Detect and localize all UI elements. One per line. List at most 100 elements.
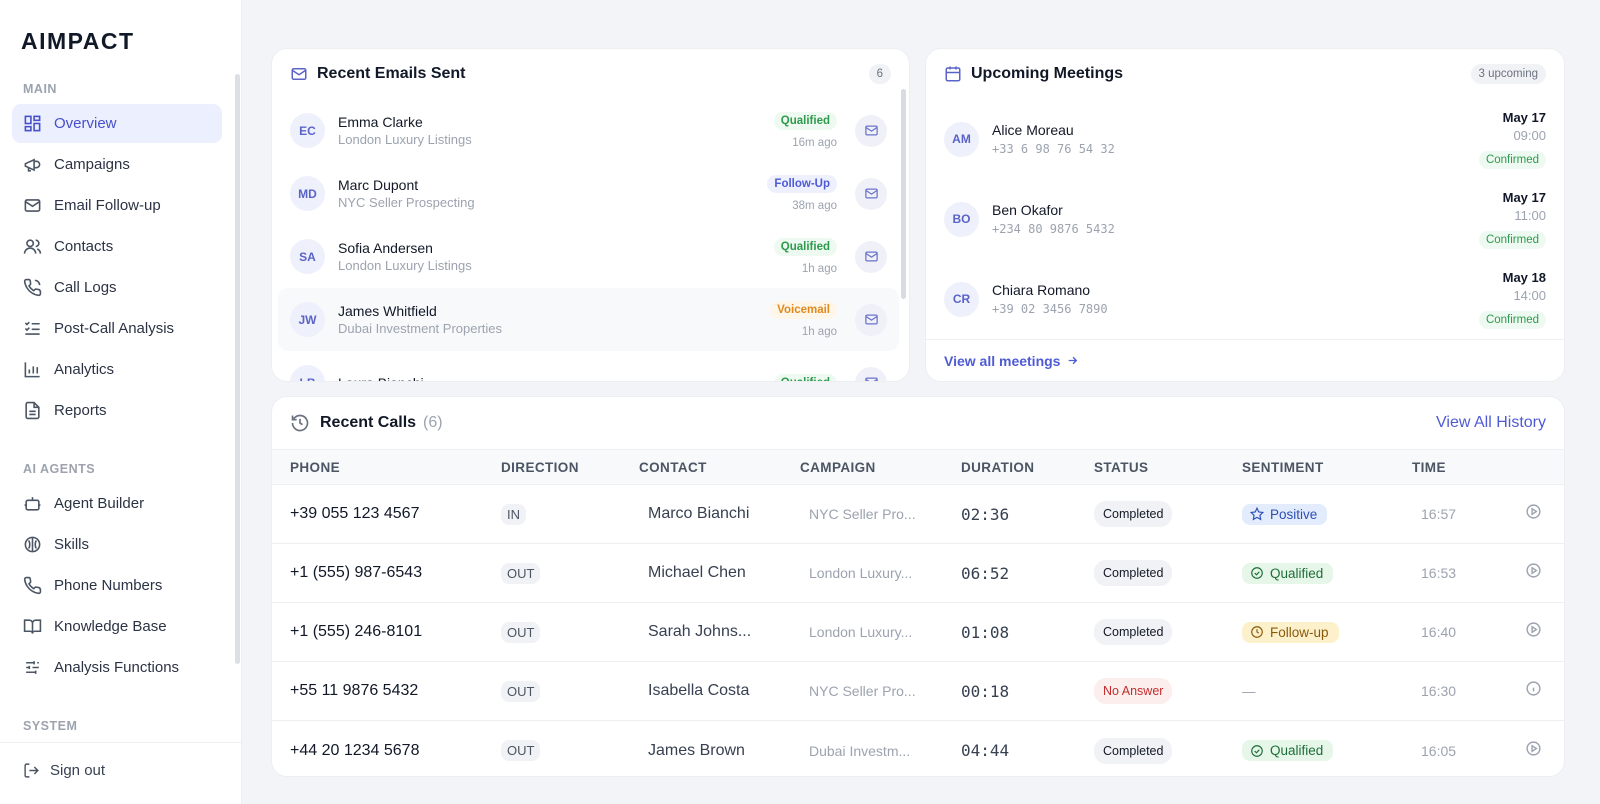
icon xyxy=(864,314,878,325)
mail-button[interactable] xyxy=(855,177,887,210)
campaign-name: London Luxury Listings xyxy=(338,132,472,147)
nav-item[interactable]: Reports xyxy=(12,391,222,430)
meeting-time: 11:00 xyxy=(1514,207,1546,223)
phone: +55 11 9876 5432 xyxy=(290,682,419,699)
table-header: PHONE DIRECTION CONTACT CAMPAIGN DURATION STA… xyxy=(272,449,1564,485)
nav-item[interactable]: Knowledge Base xyxy=(12,607,222,646)
call-row[interactable]: +44 20 1234 5678 OUT James Brown Dubai Inve… xyxy=(272,721,1564,776)
call-time: 16:40 xyxy=(1421,624,1457,640)
email-row[interactable]: EC Emma Clarke London Luxury Listings Quali… xyxy=(272,99,899,162)
column-header: CAMPAIGN xyxy=(800,459,876,475)
call-status: Completed xyxy=(1094,560,1173,586)
mail-button[interactable] xyxy=(855,240,887,273)
sentiment: Positive xyxy=(1242,503,1328,525)
campaign: Dubai Investm... xyxy=(809,742,911,759)
contact: Sarah Johns... xyxy=(648,623,752,640)
nav-label: Campaigns xyxy=(54,156,130,173)
meeting-info: Alice Moreau +33 6 98 76 54 32 xyxy=(992,122,1479,156)
email-row[interactable]: JW James Whitfield Dubai Investment Proper… xyxy=(278,288,899,351)
row-action[interactable] xyxy=(1517,740,1564,762)
phone: +39 055 123 4567 xyxy=(290,505,420,522)
call-status: Completed xyxy=(1094,501,1173,527)
call-time: 16:30 xyxy=(1421,683,1457,699)
spacer xyxy=(12,432,222,452)
emails-title: Recent Emails Sent xyxy=(317,65,466,82)
nav-label: Contacts xyxy=(54,238,114,255)
icon xyxy=(23,619,42,634)
duration: 06:52 xyxy=(961,563,1010,583)
status-tag: Qualified xyxy=(773,238,837,256)
nav-item[interactable]: Skills xyxy=(12,525,222,564)
sent-time: 1h ago xyxy=(801,263,837,275)
nav-item[interactable]: Contacts xyxy=(12,227,222,266)
contact-name: Emma Clarke xyxy=(338,114,423,130)
call-row[interactable]: +1 (555) 246-8101 OUT Sarah Johns... London… xyxy=(272,603,1564,662)
mail-button[interactable] xyxy=(855,303,887,336)
nav-item[interactable]: Overview xyxy=(12,104,222,143)
call-row[interactable]: +39 055 123 4567 IN Marco Bianchi NYC Selle… xyxy=(272,485,1564,544)
row-action[interactable] xyxy=(1517,621,1564,643)
nav-item[interactable]: Agent Builder xyxy=(12,484,222,523)
view-all-history[interactable]: View All History xyxy=(1436,414,1546,431)
section-title: SYSTEM xyxy=(23,719,78,733)
status-tag: Qualified xyxy=(773,373,837,381)
column-header: STATUS xyxy=(1094,459,1149,475)
email-info: James Whitfield Dubai Investment Properti… xyxy=(338,303,770,336)
contact-name: Alice Moreau xyxy=(992,122,1074,138)
meeting-date: May 18 xyxy=(1502,269,1546,285)
email-row[interactable]: MD Marc Dupont NYC Seller Prospecting Follo… xyxy=(272,162,899,225)
duration: 04:44 xyxy=(961,741,1010,760)
sent-time: 16m ago xyxy=(792,137,837,149)
call-row[interactable]: +1 (555) 987-6543 OUT Michael Chen London L… xyxy=(272,544,1564,603)
mail-button[interactable] xyxy=(855,366,887,381)
email-row[interactable]: LB Laura BianchiQualified xyxy=(272,351,899,382)
icon xyxy=(1526,563,1541,578)
nav-item[interactable]: Phone Numbers xyxy=(12,566,222,605)
email-meta: Qualified 16m ago xyxy=(773,112,837,149)
row-action[interactable] xyxy=(1517,680,1564,702)
status-tag: Confirmed xyxy=(1478,230,1546,249)
icon xyxy=(25,401,40,420)
direction: OUT xyxy=(501,562,541,584)
emails-header: Recent Emails Sent 6 xyxy=(272,49,909,99)
view-all-meetings[interactable]: View all meetings xyxy=(926,339,1564,381)
email-meta: Qualified 1h ago xyxy=(773,238,837,275)
contact: Isabella Costa xyxy=(648,682,750,699)
nav-item[interactable]: Campaigns xyxy=(12,145,222,184)
avatar: SA xyxy=(290,239,325,274)
section-title: AI AGENTS xyxy=(23,462,96,476)
campaign-name: Dubai Investment Properties xyxy=(338,321,503,336)
call-status: Completed xyxy=(1094,619,1173,645)
meeting-meta: May 17 11:00 Confirmed xyxy=(1478,189,1546,249)
sentiment-label: Qualified xyxy=(1270,743,1324,758)
nav-item[interactable]: Post-Call Analysis xyxy=(12,309,222,348)
nav-item[interactable]: Email Follow-up xyxy=(12,186,222,225)
sentiment: Follow-up xyxy=(1242,621,1339,643)
contact-name: Chiara Romano xyxy=(992,282,1091,298)
nav-label: Knowledge Base xyxy=(54,618,167,635)
nav-item[interactable]: Analysis Functions xyxy=(12,648,222,687)
nav-item[interactable]: Analytics xyxy=(12,350,222,389)
avatar: LB xyxy=(290,365,325,381)
icon xyxy=(1526,740,1541,756)
sentiment-label: — xyxy=(1242,683,1256,699)
call-row[interactable]: +55 11 9876 5432 OUT Isabella Costa NYC Sel… xyxy=(272,662,1564,721)
nav-label: Analysis Functions xyxy=(54,659,180,676)
row-action[interactable] xyxy=(1517,562,1564,584)
meeting-date: May 17 xyxy=(1502,189,1546,205)
row-action[interactable] xyxy=(1517,503,1564,525)
campaign: NYC Seller Pro... xyxy=(809,683,916,699)
call-status: Completed xyxy=(1094,737,1173,764)
mail-button[interactable] xyxy=(855,114,887,147)
email-row[interactable]: SA Sofia Andersen London Luxury Listings Qu… xyxy=(272,225,899,288)
email-meta: Voicemail 1h ago xyxy=(770,301,837,338)
status-tag: Confirmed xyxy=(1478,310,1546,329)
phone: +1 (555) 246-8101 xyxy=(290,623,423,640)
icon xyxy=(1251,744,1263,757)
campaign-name: NYC Seller Prospecting xyxy=(338,195,475,210)
nav-item[interactable]: Call Logs xyxy=(12,268,222,307)
sent-time: 38m ago xyxy=(792,200,837,212)
column-header: DURATION xyxy=(961,459,1035,475)
contact-name: Laura Bianchi xyxy=(338,375,774,382)
sign-out[interactable]: Sign out xyxy=(0,742,241,779)
